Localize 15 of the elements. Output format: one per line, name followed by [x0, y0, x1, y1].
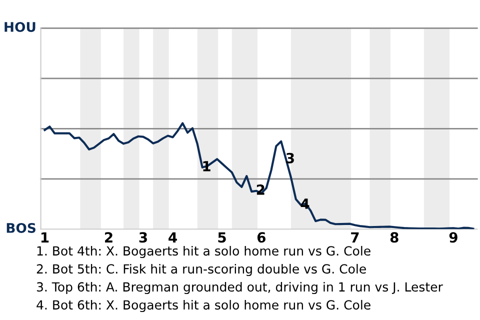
x-tick-label: 6 [257, 232, 266, 243]
x-tick-label: 8 [390, 232, 398, 243]
text: 2. Bot 5th: C. Fisk hit a run-scoring double vs G. Cole [36, 264, 366, 276]
text: BOS [6, 222, 36, 233]
x-tick-label: 2 [105, 232, 112, 242]
text: 4. Bot 6th: X. Bogaerts hit a solo home run vs G. Cole [36, 300, 370, 312]
text: 1. Bot 4th: X. Bogaerts hit a solo home run vs G. Cole [37, 246, 370, 258]
x-tick-label: 9 [449, 232, 458, 243]
x-tick-label: 3 [139, 232, 147, 243]
x-tick-label: 7 [351, 232, 359, 242]
x-tick-label: 1 [41, 232, 49, 242]
x-tick-label: 4 [168, 232, 177, 242]
text: 3. Top 6th: A. Bregman grounded out, driving in 1 run vs J. Lester [36, 282, 443, 294]
text: HOU [4, 22, 36, 32]
x-tick-label: 5 [218, 232, 226, 243]
